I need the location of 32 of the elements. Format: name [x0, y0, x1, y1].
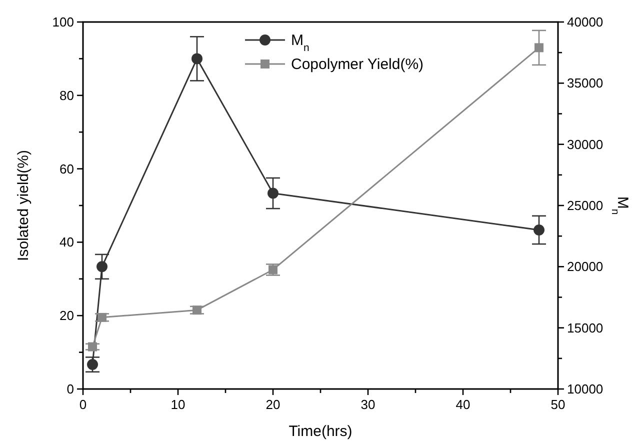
x-tick-label: 30 — [360, 397, 376, 412]
point — [192, 53, 202, 64]
point — [534, 224, 544, 236]
y-tick-label: 60 — [60, 161, 74, 176]
y2-tick-label: 10000 — [567, 382, 604, 396]
point — [88, 342, 97, 352]
x-tick-label: 40 — [456, 397, 470, 412]
y2-tick-label: 40000 — [567, 14, 604, 30]
point — [534, 43, 544, 52]
y-tick-label: 80 — [60, 88, 74, 103]
y2-tick-label: 25000 — [567, 198, 604, 213]
y-tick-label: 0 — [66, 382, 74, 396]
point — [96, 261, 108, 272]
point — [192, 306, 202, 315]
y2-tick-label: 30000 — [567, 136, 604, 152]
point — [268, 265, 278, 274]
y2-tick-label: 35000 — [567, 76, 604, 91]
x-tick-label: 10 — [170, 397, 186, 412]
point — [98, 312, 106, 322]
legend-label: Copolymer Yield(%) — [291, 56, 424, 73]
x-axis-title: Time(hrs) — [288, 423, 352, 440]
point — [268, 188, 278, 199]
y-tick-label: 100 — [52, 14, 74, 30]
y-tick-label: 20 — [60, 308, 74, 324]
x-tick-label: 20 — [266, 397, 280, 412]
x-tick-label: 50 — [550, 397, 566, 412]
y-tick-label: 40 — [60, 234, 74, 250]
y-axis-title: Isolated yield(%) — [15, 150, 32, 261]
x-tick-label: 0 — [79, 397, 87, 412]
y2-tick-label: 20000 — [567, 259, 604, 274]
y2-tick-label: 15000 — [567, 320, 604, 336]
legend-label: M$_{n}$ — [291, 32, 310, 54]
